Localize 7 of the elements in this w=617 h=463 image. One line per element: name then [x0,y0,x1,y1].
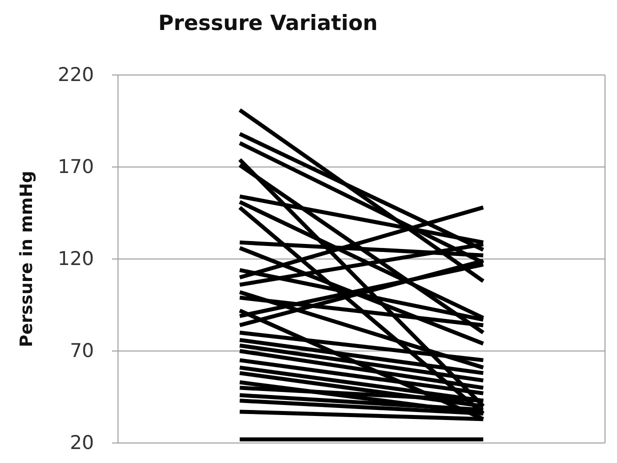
y-tick-label: 70 [70,340,94,362]
y-tick-label: 120 [58,248,94,270]
y-tick-label: 170 [58,156,94,178]
y-axis-title: Perssure in mmHg [17,170,37,348]
y-tick-label: 220 [58,64,94,86]
y-tick-label: 20 [70,432,94,454]
chart-title: Pressure Variation [158,11,378,35]
